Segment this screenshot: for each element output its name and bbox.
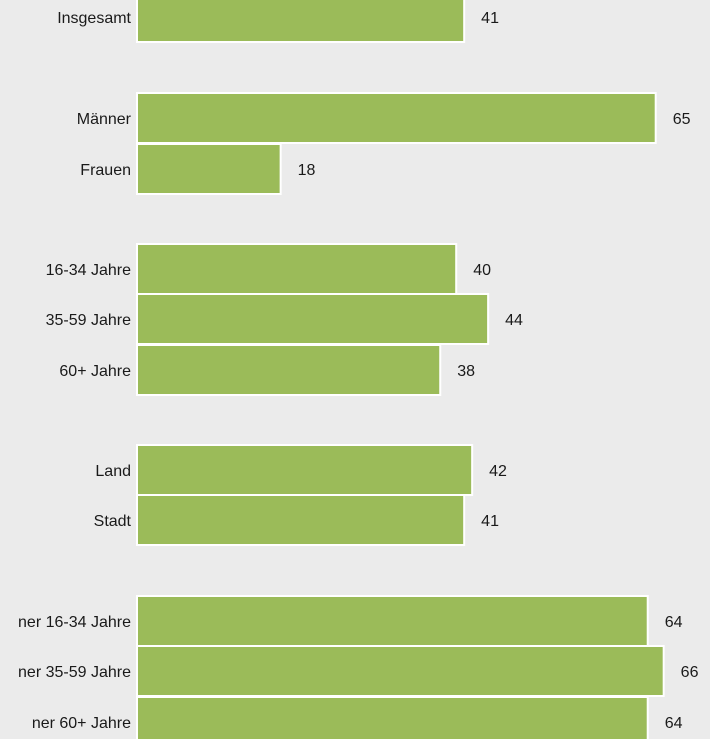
value-label: 40 bbox=[473, 262, 491, 279]
value-label: 42 bbox=[489, 463, 507, 480]
category-label: 35-59 Jahre bbox=[46, 312, 131, 329]
category-label: Insgesamt bbox=[57, 10, 131, 27]
bar bbox=[136, 0, 466, 43]
bar bbox=[136, 595, 649, 647]
category-label: 60+ Jahre bbox=[59, 363, 131, 380]
bar bbox=[136, 494, 466, 546]
bar bbox=[136, 92, 657, 144]
bar bbox=[136, 344, 442, 396]
value-label: 41 bbox=[481, 513, 499, 530]
bars-group: Insgesamt 41 Männer 65 Frauen 18 16-34 Jahre 40… bbox=[18, 0, 699, 739]
category-label: 16-34 Jahre bbox=[46, 262, 131, 279]
bar bbox=[136, 444, 474, 496]
value-label: 64 bbox=[665, 614, 683, 631]
category-label: ner 35-59 Jahre bbox=[18, 664, 131, 681]
category-label: Männer bbox=[77, 111, 132, 128]
bar bbox=[136, 243, 458, 295]
category-label: Land bbox=[95, 463, 131, 480]
category-label: ner 60+ Jahre bbox=[32, 715, 131, 732]
value-label: 18 bbox=[298, 162, 316, 179]
value-label: 66 bbox=[681, 664, 699, 681]
value-label: 44 bbox=[505, 312, 523, 329]
bar bbox=[136, 143, 282, 195]
value-label: 41 bbox=[481, 10, 499, 27]
value-label: 64 bbox=[665, 715, 683, 732]
value-label: 65 bbox=[673, 111, 691, 128]
category-label: Frauen bbox=[80, 162, 131, 179]
bar bbox=[136, 696, 649, 739]
category-label: ner 16-34 Jahre bbox=[18, 614, 131, 631]
bar bbox=[136, 293, 490, 345]
category-label: Stadt bbox=[94, 513, 132, 530]
bar bbox=[136, 645, 665, 697]
value-label: 38 bbox=[457, 363, 475, 380]
